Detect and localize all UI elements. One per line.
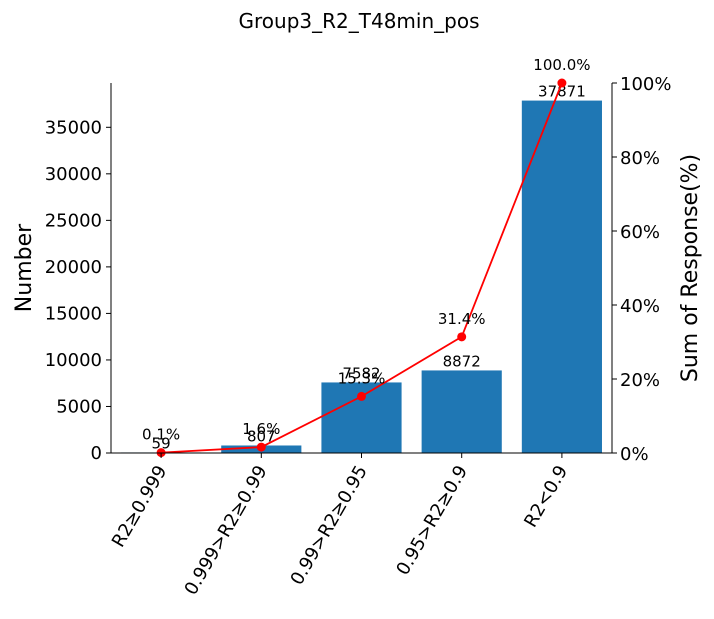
secondary-y-tick-label-5: 100% bbox=[620, 74, 671, 95]
secondary-y-tick-label-4: 80% bbox=[620, 148, 660, 169]
cumulative-point-4 bbox=[557, 78, 567, 88]
y-tick-label-1: 5000 bbox=[56, 396, 102, 417]
y-tick-label-0: 0 bbox=[91, 443, 102, 464]
cumulative-value-label-1: 1.6% bbox=[242, 420, 280, 438]
bar-value-label-0: 59 bbox=[152, 434, 171, 452]
cumulative-value-label-3: 31.4% bbox=[438, 310, 486, 328]
secondary-y-tick-label-0: 0% bbox=[620, 444, 649, 465]
secondary-y-tick-label-1: 20% bbox=[620, 370, 660, 391]
y-tick-label-5: 25000 bbox=[45, 210, 102, 231]
y-tick-label-4: 20000 bbox=[45, 257, 102, 278]
x-tick-label-0: R2≥0.999 bbox=[108, 462, 171, 551]
bar-3 bbox=[421, 370, 502, 453]
x-tick-label-2: 0.99>R2≥0.95 bbox=[287, 462, 372, 589]
bar-value-label-2: 7582 bbox=[342, 364, 380, 382]
y-tick-label-6: 30000 bbox=[45, 164, 102, 185]
bar-4 bbox=[521, 100, 602, 453]
x-tick-label-4: R2<0.9 bbox=[520, 462, 572, 531]
cumulative-line-group: 0.1% 1.6% 15.3% 31.4% 100.0% bbox=[142, 56, 591, 458]
cumulative-point-3 bbox=[457, 332, 467, 342]
bar-value-label-4: 37871 bbox=[538, 83, 586, 101]
y-tick-label-2: 10000 bbox=[45, 350, 102, 371]
cumulative-point-2 bbox=[357, 391, 366, 401]
x-tick-label-1: 0.999>R2≥0.99 bbox=[181, 462, 272, 599]
bars-group bbox=[121, 100, 602, 453]
bar-value-label-1: 807 bbox=[247, 427, 276, 445]
y-tick-label-3: 15000 bbox=[45, 303, 102, 324]
secondary-y-tick-label-3: 60% bbox=[620, 222, 660, 243]
secondary-y-axis-label: Sum of Response(%) bbox=[678, 154, 703, 382]
bar-labels-group: 59 807 7582 8872 37871 bbox=[152, 83, 586, 453]
chart-title: Group3_R2_T48min_pos bbox=[239, 9, 480, 33]
x-tick-label-3: 0.95>R2≥0.9 bbox=[392, 462, 472, 579]
bar-value-label-3: 8872 bbox=[443, 352, 481, 370]
y-axis-label: Number bbox=[12, 223, 37, 312]
y-tick-label-7: 35000 bbox=[45, 117, 102, 138]
cumulative-point-1 bbox=[256, 442, 266, 452]
cumulative-value-label-4: 100.0% bbox=[533, 56, 590, 74]
cumulative-value-label-0: 0.1% bbox=[142, 426, 180, 444]
cumulative-value-label-2: 15.3% bbox=[338, 369, 386, 387]
secondary-y-tick-label-2: 40% bbox=[620, 296, 660, 317]
